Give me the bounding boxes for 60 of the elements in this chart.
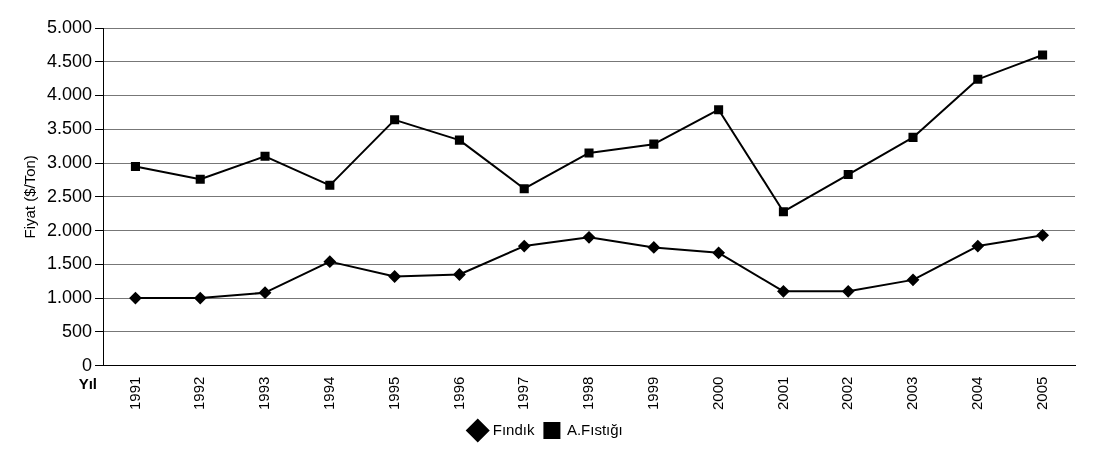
point bbox=[777, 285, 790, 298]
point bbox=[390, 115, 400, 125]
point bbox=[454, 135, 464, 145]
point bbox=[518, 240, 531, 253]
legend-label: A.Fıstığı bbox=[566, 420, 623, 438]
point bbox=[584, 148, 594, 158]
x-tick-label: 2002 bbox=[838, 376, 856, 411]
x-tick-label: 2003 bbox=[903, 376, 921, 411]
x-axis-title: Yıl bbox=[78, 375, 98, 393]
x-tick-label: 1991 bbox=[125, 376, 143, 411]
x-tick-label: 1992 bbox=[190, 376, 208, 411]
point bbox=[712, 246, 725, 259]
point bbox=[195, 174, 205, 184]
y-tick-label: 2.500 bbox=[47, 185, 93, 206]
point bbox=[129, 292, 142, 305]
y-tick-label: 5.000 bbox=[47, 16, 93, 37]
point bbox=[388, 270, 401, 283]
point bbox=[323, 255, 336, 268]
x-tick-label: 1995 bbox=[384, 376, 402, 411]
point bbox=[519, 184, 529, 194]
y-tick-label: 0 bbox=[82, 354, 93, 375]
y-tick-label: 4.500 bbox=[47, 50, 93, 71]
y-tick-label: 2.000 bbox=[47, 219, 93, 240]
y-tick-label: 3.500 bbox=[47, 118, 93, 139]
y-tick-label: 4.000 bbox=[47, 84, 93, 105]
point bbox=[778, 207, 788, 217]
point bbox=[259, 286, 272, 299]
point bbox=[714, 105, 724, 115]
point bbox=[1038, 50, 1048, 60]
point bbox=[971, 240, 984, 253]
x-tick-label: 1998 bbox=[579, 376, 597, 411]
point bbox=[583, 231, 596, 244]
y-tick-label: 3.000 bbox=[47, 152, 93, 173]
point bbox=[842, 285, 855, 298]
x-tick-label: 1994 bbox=[319, 376, 337, 411]
x-tick-label: 2004 bbox=[967, 376, 985, 411]
point bbox=[649, 139, 659, 149]
point bbox=[325, 180, 335, 190]
x-tick-label: 2005 bbox=[1032, 376, 1050, 411]
x-tick-label: 1993 bbox=[255, 376, 273, 411]
point bbox=[1036, 229, 1049, 242]
y-tick-label: 500 bbox=[62, 320, 93, 341]
x-tick-label: 1996 bbox=[449, 376, 467, 411]
x-tick-label: 2001 bbox=[773, 376, 791, 411]
point bbox=[908, 132, 918, 142]
point bbox=[260, 151, 270, 161]
point bbox=[907, 273, 920, 286]
point bbox=[973, 74, 983, 84]
x-tick-label: 1999 bbox=[643, 376, 661, 411]
legend-label: Fındık bbox=[492, 420, 535, 438]
point bbox=[647, 241, 660, 254]
y-axis-title: Fiyat ($/Ton) bbox=[21, 155, 39, 239]
y-tick-label: 1.000 bbox=[47, 287, 93, 308]
point bbox=[453, 268, 466, 281]
x-tick-label: 1997 bbox=[514, 376, 532, 411]
point bbox=[194, 292, 207, 305]
x-tick-label: 2000 bbox=[708, 376, 726, 411]
point bbox=[130, 161, 140, 171]
point bbox=[843, 170, 853, 180]
y-tick-label: 1.500 bbox=[47, 253, 93, 274]
